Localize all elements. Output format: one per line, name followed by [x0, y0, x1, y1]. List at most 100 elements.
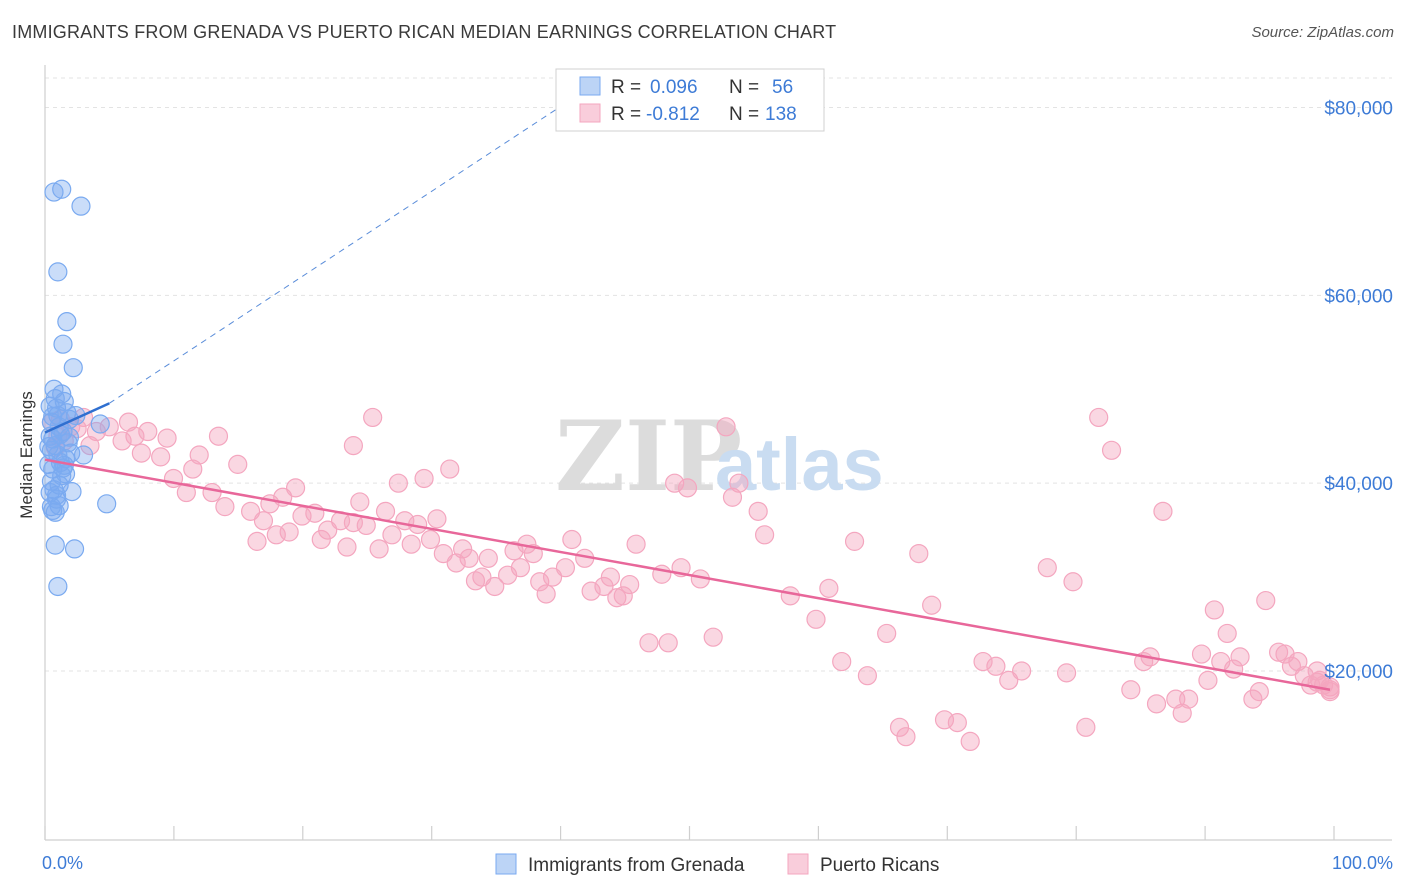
grenada-point-44: [64, 539, 85, 559]
y-tick-label-0: $20,000: [1324, 662, 1393, 683]
puerto-point-88: [1011, 661, 1032, 681]
grenada-point-25: [54, 391, 74, 412]
grenada-point-35: [46, 489, 67, 509]
legend-n-label-1: N =: [729, 77, 759, 98]
puerto-point-10: [138, 421, 158, 442]
puerto-point-25: [285, 478, 306, 498]
puerto-point-21: [253, 511, 274, 531]
legend-n-value-1: 56: [772, 77, 793, 98]
puerto-point-91: [1076, 717, 1096, 737]
grenada-point-36: [44, 182, 64, 202]
puerto-point-124: [986, 656, 1006, 676]
legend-n-label-2: N =: [729, 104, 759, 125]
puerto-point-80: [889, 717, 910, 737]
puerto-point-13: [176, 482, 196, 503]
puerto-point-85: [960, 731, 980, 752]
grenada-trend-line: [44, 402, 110, 434]
x-tick-label-1: 100.0%: [1332, 853, 1393, 873]
bottom-swatch-puerto: [787, 853, 809, 875]
chart-title: IMMIGRANTS FROM GRENADA VS PUERTO RICAN …: [12, 22, 837, 42]
puerto-point-77: [832, 651, 852, 672]
bottom-swatch-grenada: [495, 853, 517, 875]
puerto-point-144: [80, 436, 100, 456]
puerto-point-83: [922, 595, 942, 615]
puerto-point-59: [581, 581, 601, 601]
grenada-trend-extension: [108, 107, 560, 404]
grenada-point-48: [90, 414, 110, 434]
puerto-point-142: [157, 428, 177, 448]
y-tick-label-2: $60,000: [1324, 286, 1393, 307]
grenada-point-45: [48, 576, 68, 597]
puerto-point-118: [1275, 644, 1295, 664]
watermark-zip: ZIP: [555, 400, 742, 513]
puerto-point-29: [318, 520, 338, 540]
puerto-point-43: [433, 543, 453, 564]
x-tick-labels: 0.0% 100.0%: [42, 853, 1393, 873]
grenada-point-47: [73, 445, 94, 465]
puerto-point-127: [806, 609, 826, 629]
y-tick-label-1: $40,000: [1324, 474, 1393, 495]
puerto-point-100: [1179, 689, 1199, 709]
legend-r-label-1: R =: [611, 77, 641, 98]
bottom-legend-grenada: Immigrants from Grenada: [528, 855, 745, 876]
puerto-point-18: [228, 454, 248, 474]
puerto-point-120: [1224, 659, 1244, 679]
puerto-point-81: [896, 727, 916, 747]
bottom-legend-puerto: Puerto Ricans: [820, 855, 939, 876]
grenada-point-53: [39, 436, 59, 457]
legend-r-value-1: 0.096: [650, 77, 698, 98]
puerto-point-49: [485, 576, 505, 597]
puerto-point-33: [350, 492, 370, 512]
puerto-point-123: [1056, 663, 1077, 683]
puerto-point-87: [999, 670, 1019, 690]
puerto-point-9: [131, 443, 151, 463]
legend-n-value-2: 138: [765, 104, 797, 125]
puerto-point-51: [510, 558, 531, 578]
puerto-point-20: [247, 531, 267, 551]
puerto-point-39: [401, 534, 421, 554]
puerto-point-15: [189, 445, 209, 465]
puerto-point-130: [665, 473, 685, 493]
puerto-point-71: [703, 627, 723, 647]
grenada-points: [39, 179, 117, 597]
x-tick-label-0: 0.0%: [42, 853, 83, 873]
puerto-point-56: [555, 558, 576, 578]
puerto-point-14: [183, 459, 203, 479]
puerto-point-41: [420, 529, 441, 550]
puerto-point-78: [844, 531, 865, 551]
y-axis-title: Median Earnings: [17, 391, 36, 519]
grenada-point-24: [52, 384, 72, 404]
puerto-point-63: [620, 574, 640, 595]
puerto-point-143: [118, 412, 139, 432]
grenada-point-39: [48, 262, 68, 282]
legend-r-value-2: -0.812: [646, 104, 700, 125]
grenada-point-37: [52, 179, 72, 199]
puerto-point-19: [241, 501, 261, 521]
puerto-point-139: [343, 436, 363, 456]
puerto-point-60: [594, 576, 614, 597]
puerto-point-31: [337, 537, 357, 557]
puerto-point-93: [1101, 440, 1122, 460]
legend-swatch-grenada: [579, 76, 601, 96]
puerto-point-24: [279, 522, 299, 542]
puerto-point-61: [600, 567, 621, 587]
puerto-point-64: [626, 534, 646, 554]
grenada-point-50: [62, 482, 82, 502]
puerto-point-134: [465, 571, 486, 591]
grenada-point-40: [57, 312, 77, 332]
puerto-point-129: [722, 487, 743, 507]
puerto-point-90: [1063, 572, 1083, 592]
puerto-point-76: [819, 578, 839, 598]
puerto-point-44: [446, 553, 466, 573]
puerto-point-133: [504, 541, 524, 561]
puerto-point-11: [151, 447, 171, 467]
puerto-point-99: [1172, 703, 1192, 723]
puerto-point-128: [754, 525, 775, 545]
puerto-point-105: [1230, 647, 1250, 667]
series-legend: Immigrants from Grenada Puerto Ricans: [495, 853, 939, 876]
puerto-point-104: [1217, 623, 1237, 644]
puerto-point-55: [542, 567, 563, 587]
puerto-point-35: [369, 539, 389, 559]
puerto-point-119: [1249, 682, 1269, 702]
